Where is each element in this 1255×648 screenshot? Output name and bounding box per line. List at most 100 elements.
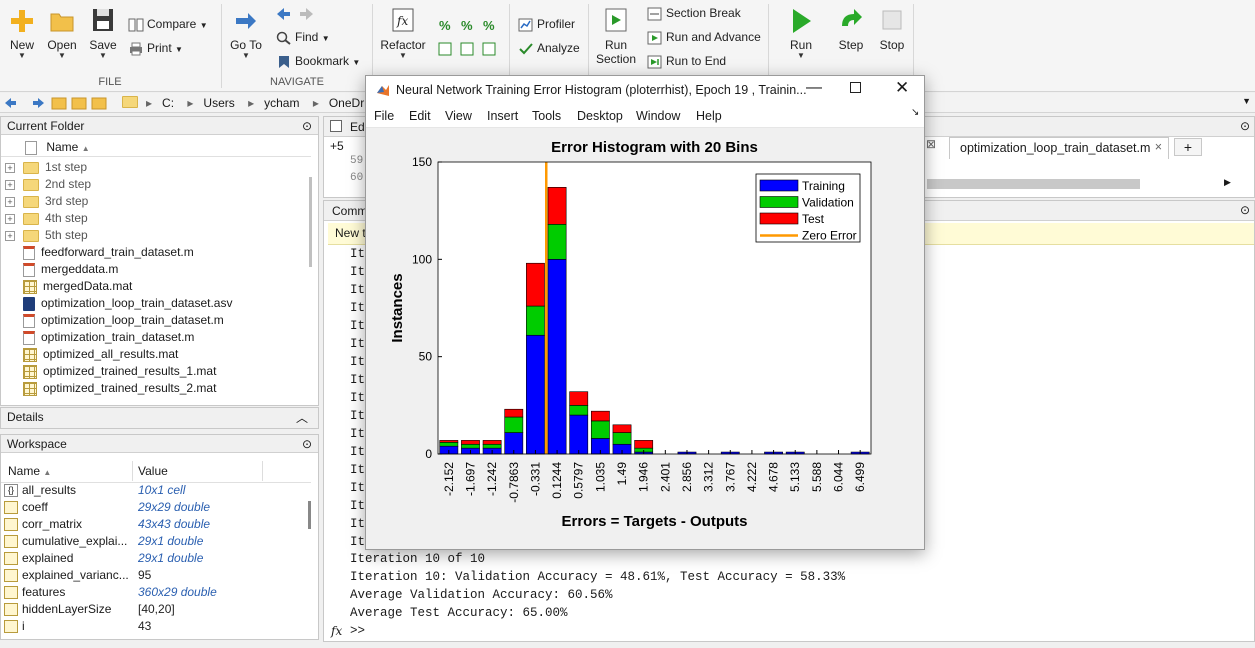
variable-value: 29x29 double	[138, 500, 211, 514]
folder-item[interactable]: +3rd step	[1, 194, 88, 211]
variable-name: coeff	[22, 500, 48, 514]
save-button[interactable]: Save ▼	[86, 6, 120, 60]
close-tab-icon[interactable]: ×	[1154, 140, 1162, 154]
variable-value: 43	[138, 619, 152, 633]
menu-edit[interactable]: Edit	[409, 109, 431, 123]
mat-file-icon	[23, 279, 37, 294]
goto-label: Go To	[230, 38, 262, 52]
workspace-row[interactable]: cumulative_explai... 29x1 double	[1, 534, 306, 551]
indent-buttons[interactable]	[437, 41, 506, 57]
folder-item[interactable]: optimized_trained_results_1.mat	[1, 364, 216, 381]
workspace-row[interactable]: {} all_results 10x1 cell	[1, 483, 306, 500]
workspace-row[interactable]: hiddenLayerSize [40,20]	[1, 602, 306, 619]
scroll-right-icon[interactable]: ▶	[1224, 177, 1231, 187]
menu-tools[interactable]: Tools	[532, 109, 562, 123]
x-tick-label: 5.133	[788, 462, 802, 492]
details-panel[interactable]: Details ︿	[0, 407, 319, 429]
run-and-advance-button[interactable]: Run and Advance	[647, 30, 761, 45]
folder-item[interactable]: +2nd step	[1, 177, 91, 194]
folder-item[interactable]: +5th step	[1, 228, 88, 245]
goto-button[interactable]: Go To ▼	[228, 6, 264, 60]
profiler-button[interactable]: Profiler	[518, 17, 575, 32]
folder-item[interactable]: +1st step	[1, 160, 87, 177]
collapse-chevron-icon[interactable]: ︿	[295, 411, 308, 425]
column-value-header[interactable]: Value	[138, 464, 168, 478]
folder-item[interactable]: optimized_trained_results_2.mat	[1, 381, 216, 398]
bookmark-button[interactable]: Bookmark ▼	[276, 54, 360, 69]
scrollbar[interactable]	[309, 177, 312, 267]
expand-icon[interactable]: +	[5, 196, 15, 207]
menu-desktop[interactable]: Desktop	[577, 109, 623, 123]
maximize-icon[interactable]	[850, 82, 861, 93]
run-button[interactable]: Run ▼	[785, 6, 817, 60]
menu-help[interactable]: Help	[696, 109, 722, 123]
minimize-icon[interactable]: —	[806, 79, 822, 96]
workspace-row[interactable]: corr_matrix 43x43 double	[1, 517, 306, 534]
expand-icon[interactable]: +	[5, 230, 15, 241]
folder-item[interactable]: optimization_loop_train_dataset.asv	[1, 296, 232, 313]
run-section-button[interactable]: Run Section	[594, 6, 638, 66]
workspace-row[interactable]: explained 29x1 double	[1, 551, 306, 568]
editor-title: Edi	[350, 120, 368, 134]
workspace-row[interactable]: explained_varianc... 95	[1, 568, 306, 585]
back-forward-buttons[interactable]	[275, 6, 318, 21]
column-header-name[interactable]: Name ▲	[1, 137, 311, 157]
folder-item[interactable]: optimization_train_dataset.m	[1, 330, 194, 347]
folder-item[interactable]: +4th step	[1, 211, 88, 228]
breadcrumb-users[interactable]: Users	[203, 96, 235, 110]
folder-item[interactable]: feedforward_train_dataset.m	[1, 245, 194, 262]
tab-optimization-loop[interactable]: optimization_loop_train_dataset.m ×	[949, 137, 1169, 159]
folder-item[interactable]: mergedData.mat	[1, 279, 132, 296]
close-tab-icon[interactable]: ⊠	[926, 137, 937, 151]
print-button[interactable]: Print ▼	[128, 41, 183, 56]
open-button[interactable]: Open ▼	[44, 6, 80, 60]
compare-button[interactable]: Compare ▼	[128, 17, 208, 32]
panel-menu-icon[interactable]: ⊙	[301, 119, 312, 133]
menu-insert[interactable]: Insert	[487, 109, 519, 123]
menu-window[interactable]: Window	[636, 109, 681, 123]
folder-item[interactable]: optimized_all_results.mat	[1, 347, 178, 364]
chart-title: Error Histogram with 20 Bins	[551, 139, 758, 156]
column-name-header[interactable]: Name ▲	[8, 464, 52, 478]
breadcrumb-ycham[interactable]: ycham	[264, 96, 300, 110]
panel-menu-icon[interactable]: ⊙	[301, 437, 312, 451]
panel-menu-icon[interactable]: ⊙	[1239, 119, 1250, 133]
find-button[interactable]: Find ▼	[276, 30, 330, 45]
expand-icon[interactable]: +	[5, 213, 15, 224]
add-tab-button[interactable]: +	[1174, 138, 1202, 156]
y-tick-label: 150	[412, 155, 432, 169]
command-prompt[interactable]: >>	[350, 624, 366, 638]
new-icon	[11, 10, 33, 32]
variable-name: hiddenLayerSize	[22, 602, 112, 616]
step-button[interactable]: Step	[835, 6, 867, 52]
breadcrumb-c[interactable]: C:	[162, 96, 175, 110]
x-tick-label: 3.767	[723, 462, 737, 492]
panel-menu-icon[interactable]: ⊙	[1239, 203, 1250, 217]
folder-item[interactable]: mergeddata.m	[1, 262, 118, 279]
expand-icon[interactable]: +	[5, 162, 15, 173]
iteration-line-stub: It	[350, 517, 366, 531]
navigate-section-label: NAVIGATE	[270, 76, 324, 88]
menu-view[interactable]: View	[445, 109, 472, 123]
folder-nav-icons[interactable]	[4, 96, 114, 110]
section-break-button[interactable]: Section Break	[647, 6, 741, 21]
workspace-row[interactable]: features 360x29 double	[1, 585, 306, 602]
horizontal-scrollbar[interactable]	[927, 179, 1140, 189]
refactor-button[interactable]: fx Refactor ▼	[378, 6, 428, 60]
breadcrumb[interactable]: ▸ C: ▸ Users ▸ ycham ▸ OneDrive	[146, 96, 380, 110]
run-to-end-button[interactable]: Run to End	[647, 54, 726, 69]
stop-button[interactable]: Stop	[876, 6, 908, 52]
comment-buttons[interactable]: %%%	[437, 17, 506, 33]
dock-arrow-icon[interactable]: ↘	[911, 107, 920, 118]
folder-item[interactable]: optimization_loop_train_dataset.m	[1, 313, 224, 330]
new-button[interactable]: New ▼	[6, 6, 38, 60]
expand-icon[interactable]: +	[5, 179, 15, 190]
scrollbar[interactable]	[308, 501, 311, 529]
fx-icon[interactable]: fx	[331, 624, 343, 638]
analyze-button[interactable]: Analyze	[518, 41, 580, 56]
menu-file[interactable]: File	[374, 109, 395, 123]
address-dropdown-icon[interactable]: ▼	[1242, 96, 1251, 106]
workspace-row[interactable]: i 43	[1, 619, 306, 636]
workspace-row[interactable]: coeff 29x29 double	[1, 500, 306, 517]
close-icon[interactable]: ✕	[895, 78, 910, 97]
